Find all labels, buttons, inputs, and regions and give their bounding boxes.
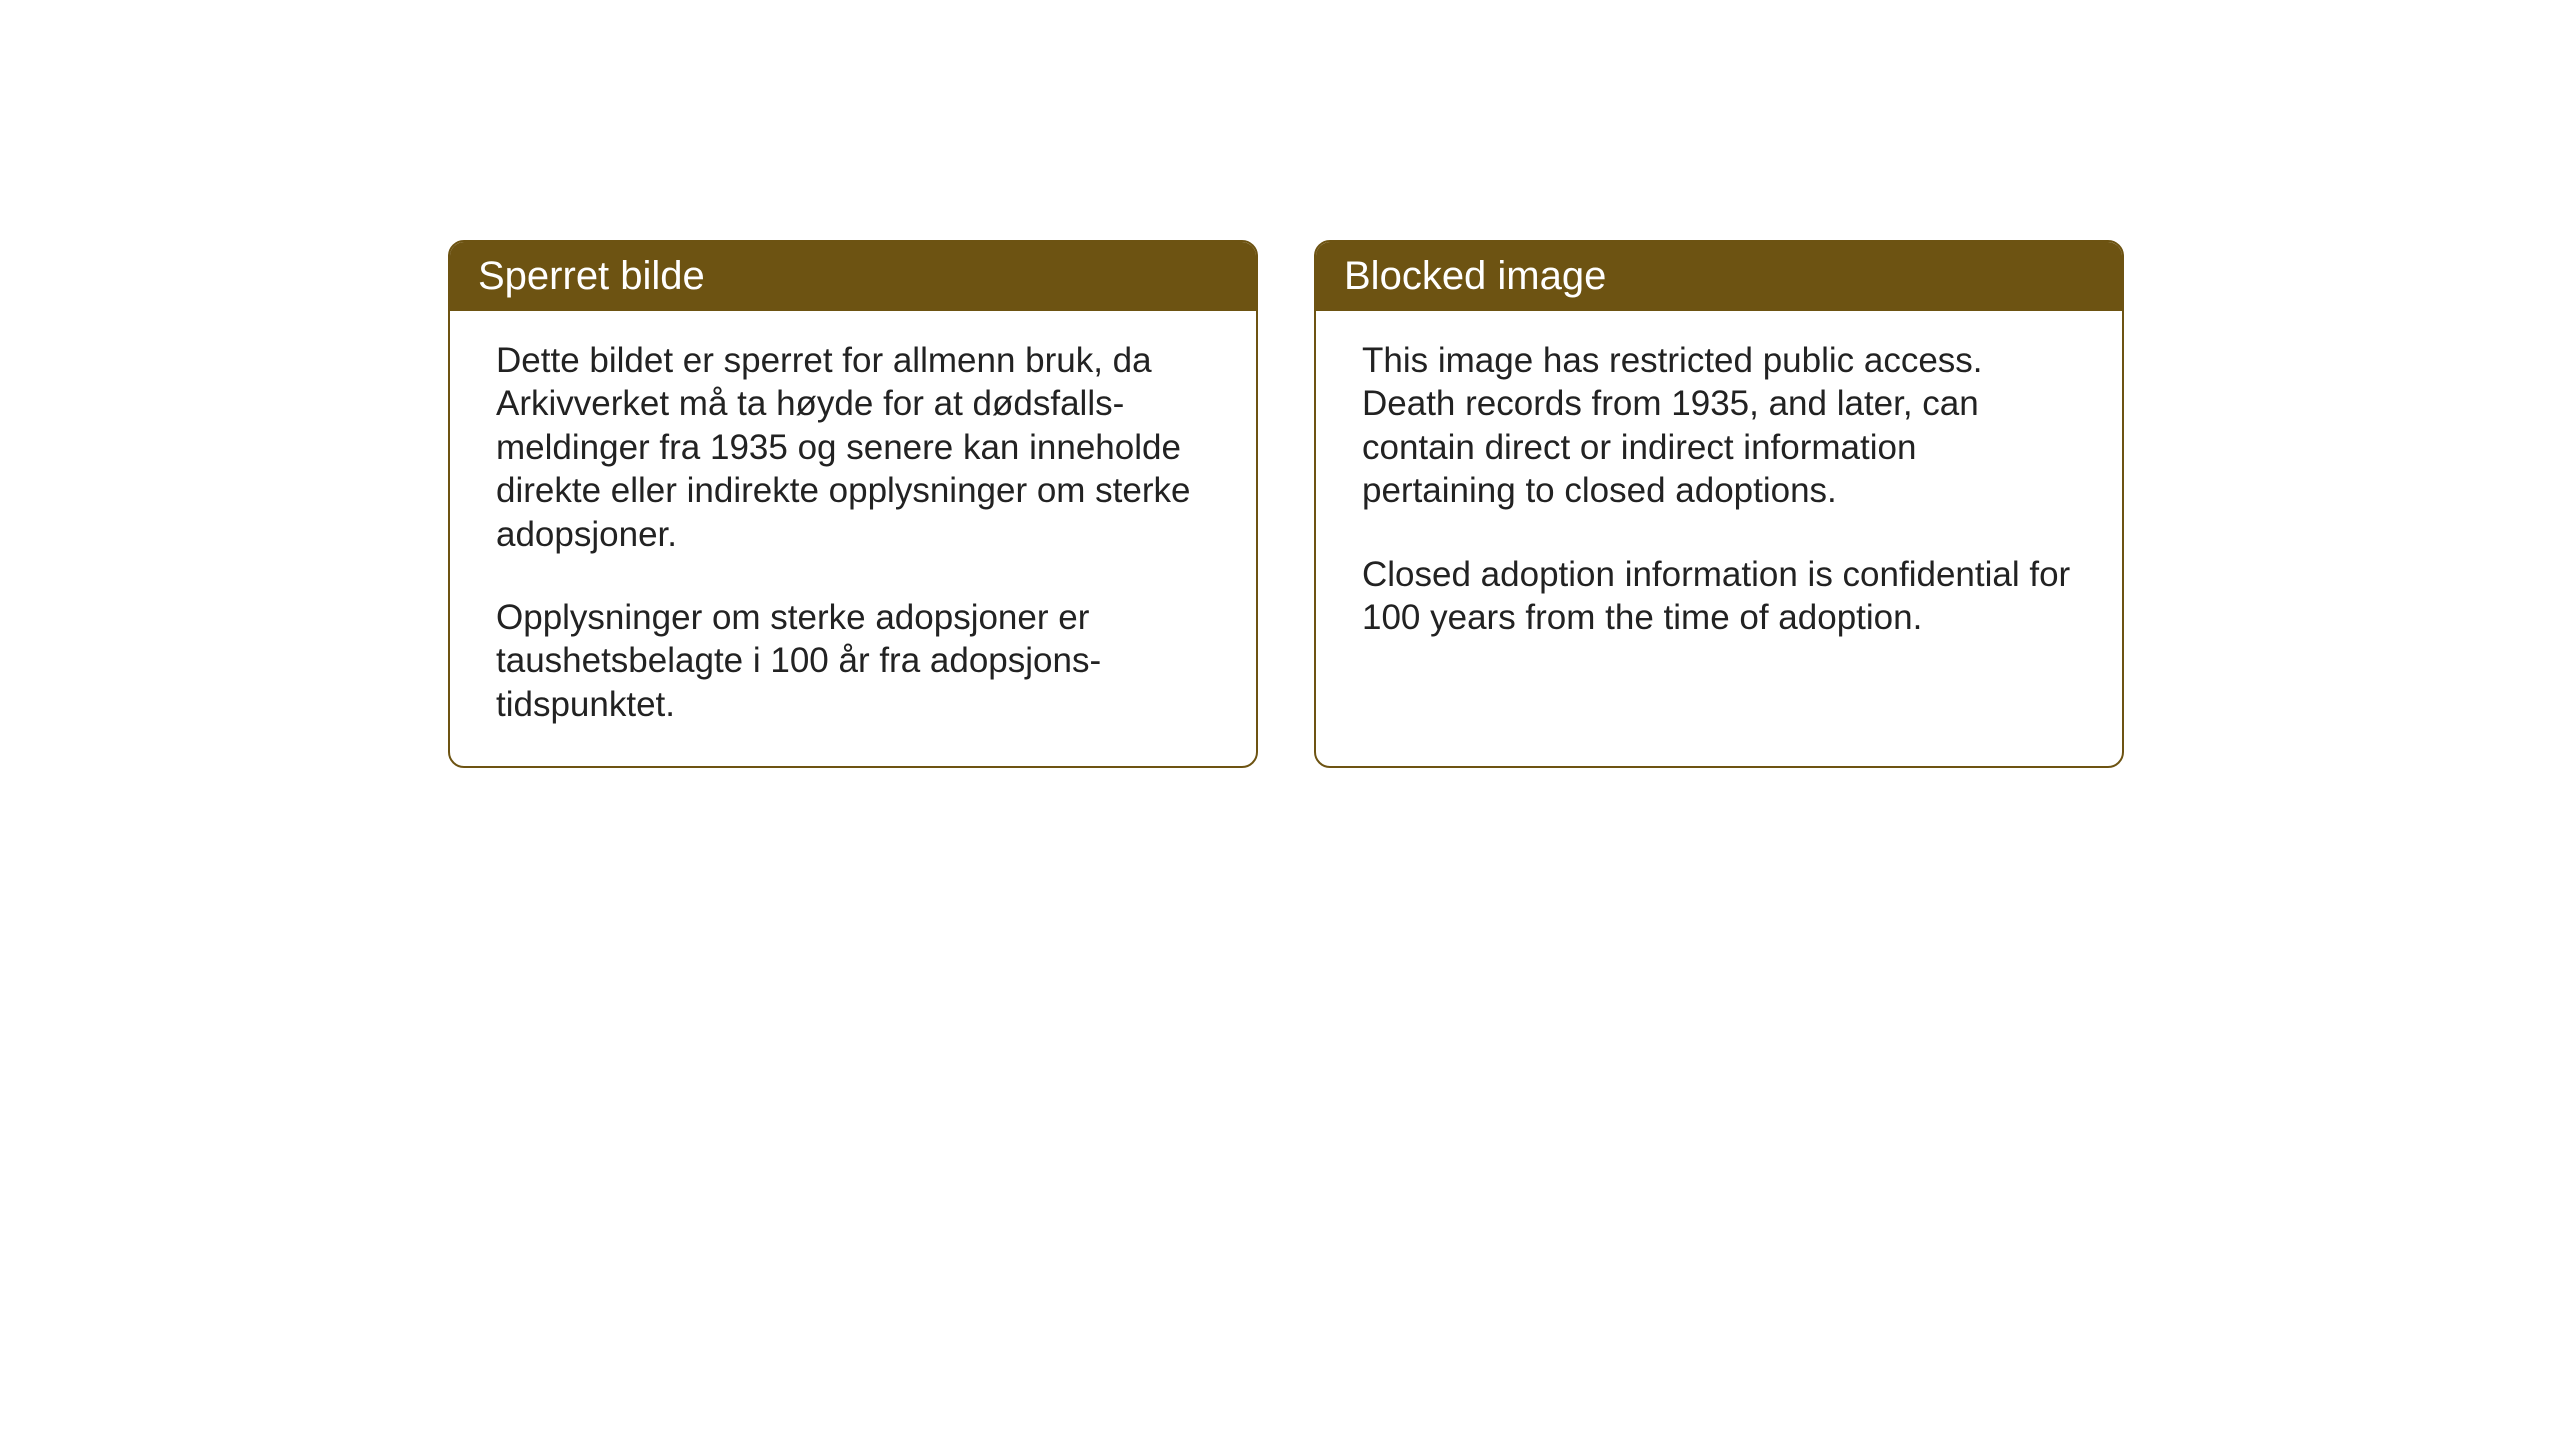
card-title-norwegian: Sperret bilde <box>478 254 705 298</box>
card-header-norwegian: Sperret bilde <box>450 242 1256 311</box>
card-paragraph-2-norwegian: Opplysninger om sterke adopsjoner er tau… <box>496 596 1210 726</box>
notice-container: Sperret bilde Dette bildet er sperret fo… <box>448 240 2124 768</box>
card-body-english: This image has restricted public access.… <box>1316 311 2122 679</box>
card-paragraph-1-norwegian: Dette bildet er sperret for allmenn bruk… <box>496 339 1210 556</box>
card-paragraph-1-english: This image has restricted public access.… <box>1362 339 2076 513</box>
card-body-norwegian: Dette bildet er sperret for allmenn bruk… <box>450 311 1256 766</box>
notice-card-english: Blocked image This image has restricted … <box>1314 240 2124 768</box>
card-title-english: Blocked image <box>1344 254 1606 298</box>
card-paragraph-2-english: Closed adoption information is confident… <box>1362 553 2076 640</box>
notice-card-norwegian: Sperret bilde Dette bildet er sperret fo… <box>448 240 1258 768</box>
card-header-english: Blocked image <box>1316 242 2122 311</box>
